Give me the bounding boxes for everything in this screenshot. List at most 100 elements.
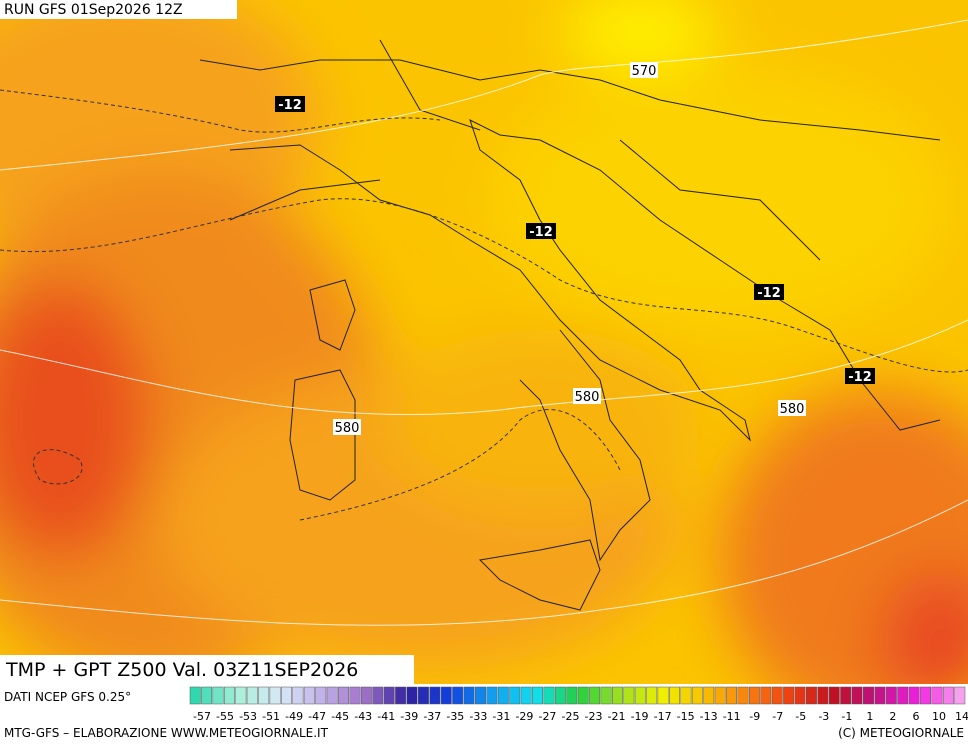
color-swatch <box>577 686 589 705</box>
color-swatch <box>383 686 395 705</box>
color-swatch <box>520 686 532 705</box>
scale-label: 2 <box>889 710 896 723</box>
temperature-label-box <box>275 96 305 112</box>
color-swatch <box>726 686 738 705</box>
scale-label: -15 <box>677 710 695 723</box>
scale-label: -29 <box>515 710 533 723</box>
color-swatch <box>201 686 213 705</box>
scale-label: -55 <box>216 710 234 723</box>
temperature-label-box <box>754 284 784 300</box>
height-contours <box>0 19 968 626</box>
title-box <box>0 655 414 684</box>
color-swatch <box>497 686 509 705</box>
scale-label: -35 <box>446 710 464 723</box>
scale-label: -11 <box>723 710 741 723</box>
scale-label: -9 <box>749 710 760 723</box>
color-swatch <box>486 686 498 705</box>
map-field <box>0 0 968 684</box>
color-swatch <box>794 686 806 705</box>
color-swatch <box>223 686 235 705</box>
color-swatch <box>646 686 658 705</box>
color-swatch <box>269 686 281 705</box>
color-swatch <box>634 686 646 705</box>
color-swatch <box>463 686 475 705</box>
scale-label: -53 <box>239 710 257 723</box>
temperature-label: -12 <box>757 286 781 301</box>
height-label: 580 <box>575 390 600 405</box>
height-label-box <box>778 400 806 416</box>
color-swatch <box>395 686 407 705</box>
color-swatch <box>303 686 315 705</box>
color-swatch <box>554 686 566 705</box>
color-swatch <box>783 686 795 705</box>
scale-label: -23 <box>585 710 603 723</box>
color-swatch <box>372 686 384 705</box>
color-swatch <box>212 686 224 705</box>
color-swatch <box>920 686 932 705</box>
color-swatch <box>931 686 943 705</box>
height-label: 580 <box>780 402 805 417</box>
color-swatch <box>680 686 692 705</box>
run-box <box>0 0 237 19</box>
color-swatch <box>669 686 680 705</box>
scale-label: -33 <box>469 710 487 723</box>
color-swatch <box>429 686 441 705</box>
color-swatch <box>258 686 270 705</box>
color-swatch <box>189 686 201 705</box>
height-label-box <box>333 419 361 435</box>
source-label: DATI NCEP GFS 0.25° <box>4 690 131 704</box>
color-swatch <box>475 686 486 705</box>
color-swatch <box>737 686 749 705</box>
color-swatch <box>942 686 954 705</box>
color-swatch <box>246 686 258 705</box>
color-swatch <box>805 686 817 705</box>
scale-label: -39 <box>400 710 418 723</box>
color-swatch <box>611 686 623 705</box>
color-swatch <box>509 686 521 705</box>
scale-label: -1 <box>841 710 852 723</box>
height-label: 570 <box>632 64 657 79</box>
scale-label: -7 <box>772 710 783 723</box>
color-swatch <box>817 686 829 705</box>
color-swatch <box>908 686 920 705</box>
color-swatch <box>840 686 852 705</box>
scale-label: 14 <box>955 710 968 723</box>
color-swatch <box>315 686 327 705</box>
credit-right: (C) METEOGIORNALE <box>838 726 964 740</box>
color-swatch <box>360 686 372 705</box>
credit-left: MTG-GFS – ELABORAZIONE WWW.METEOGIORNALE… <box>4 726 329 740</box>
scale-label: -31 <box>492 710 510 723</box>
color-swatch <box>748 686 760 705</box>
scale-label: -43 <box>354 710 372 723</box>
color-swatch <box>714 686 726 705</box>
temperature-label: -12 <box>529 225 553 240</box>
color-swatch <box>440 686 452 705</box>
scale-label: -57 <box>193 710 211 723</box>
map-title: TMP + GPT Z500 Val. 03Z11SEP2026 <box>5 659 358 681</box>
color-swatch <box>874 686 886 705</box>
scale-label: -25 <box>562 710 580 723</box>
color-swatch <box>657 686 669 705</box>
color-swatch <box>703 686 715 705</box>
temperature-label-box <box>845 368 875 384</box>
color-swatch <box>338 686 350 705</box>
color-swatch <box>235 686 247 705</box>
color-swatch <box>292 686 304 705</box>
color-swatch <box>406 686 418 705</box>
scale-label: -27 <box>538 710 556 723</box>
height-label: 580 <box>335 421 360 436</box>
temperature-contours <box>0 89 968 521</box>
height-label-box <box>573 388 601 404</box>
color-swatch <box>851 686 863 705</box>
color-swatch <box>349 686 361 705</box>
color-swatch <box>760 686 772 705</box>
scale-label: -17 <box>654 710 672 723</box>
color-swatch <box>417 686 429 705</box>
color-swatch <box>326 686 338 705</box>
scale-label: 6 <box>912 710 919 723</box>
scale-label: -13 <box>700 710 718 723</box>
scale-label: -5 <box>795 710 806 723</box>
color-swatch <box>897 686 909 705</box>
